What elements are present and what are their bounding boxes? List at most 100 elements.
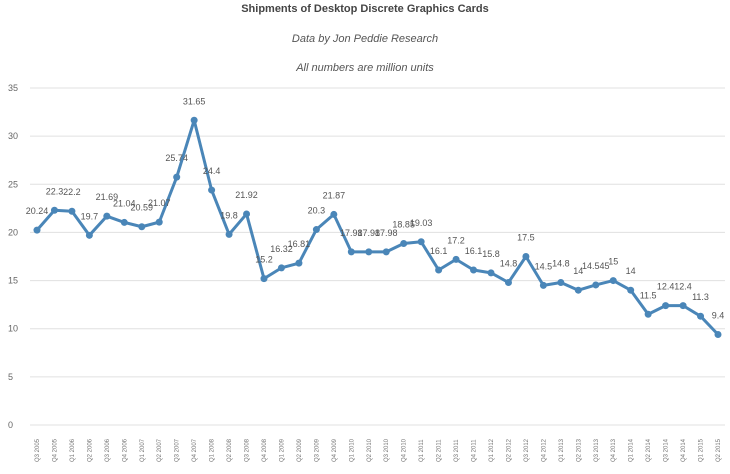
data-point bbox=[400, 240, 408, 248]
x-tick-label: Q3 2011 bbox=[454, 439, 460, 462]
data-point bbox=[103, 212, 111, 220]
data-label: 11.5 bbox=[640, 290, 657, 300]
x-tick-label: Q2 2010 bbox=[367, 438, 373, 462]
data-point bbox=[504, 278, 512, 286]
y-tick-label: 5 bbox=[8, 372, 13, 382]
data-point bbox=[85, 231, 93, 239]
data-label: 19.7 bbox=[81, 211, 99, 221]
data-point bbox=[574, 286, 582, 294]
data-point bbox=[662, 302, 670, 310]
x-tick-label: Q3 2008 bbox=[245, 438, 251, 462]
y-tick-label: 25 bbox=[8, 179, 18, 189]
x-tick-label: Q2 2007 bbox=[157, 438, 163, 462]
x-tick-label: Q3 2013 bbox=[594, 438, 600, 462]
data-point bbox=[243, 210, 251, 218]
data-point bbox=[539, 281, 547, 289]
data-label: 15.2 bbox=[255, 255, 273, 265]
x-tick-label: Q2 2014 bbox=[646, 438, 652, 462]
data-label: 19.03 bbox=[410, 218, 433, 228]
data-point bbox=[120, 218, 128, 226]
data-label: 11.3 bbox=[692, 292, 709, 302]
data-label: 21.04 bbox=[113, 198, 136, 208]
data-point bbox=[487, 269, 495, 277]
y-tick-label: 15 bbox=[8, 276, 18, 286]
data-point bbox=[697, 312, 705, 320]
x-tick-label: Q2 2008 bbox=[227, 438, 233, 462]
x-tick-label: Q3 2005 bbox=[35, 438, 41, 462]
data-label: 16.81 bbox=[288, 239, 311, 249]
data-label: 9.4 bbox=[712, 310, 725, 320]
x-tick-label: Q2 2012 bbox=[506, 438, 512, 462]
x-tick-label: Q4 2012 bbox=[541, 438, 547, 462]
y-tick-label: 0 bbox=[8, 420, 13, 430]
data-label: 25.74 bbox=[165, 153, 188, 163]
data-point bbox=[347, 248, 355, 256]
data-point bbox=[208, 186, 216, 194]
y-tick-label: 30 bbox=[8, 131, 18, 141]
data-point bbox=[679, 302, 687, 310]
data-label: 20.3 bbox=[308, 206, 326, 216]
x-tick-label: Q4 2009 bbox=[332, 438, 338, 462]
x-tick-label: Q1 2015 bbox=[699, 438, 705, 462]
data-point bbox=[382, 248, 390, 256]
x-tick-label: Q1 2014 bbox=[629, 438, 635, 462]
x-tick-label: Q1 2009 bbox=[279, 438, 285, 462]
x-tick-label: Q1 2013 bbox=[559, 438, 565, 462]
x-tick-label: Q2 2013 bbox=[576, 438, 582, 462]
data-point bbox=[452, 255, 460, 263]
chart-subtitle: Data by Jon Peddie Research bbox=[291, 33, 439, 45]
data-label: 20.59 bbox=[131, 203, 154, 213]
x-tick-label: Q1 2007 bbox=[140, 438, 146, 462]
data-point bbox=[155, 218, 163, 226]
data-label: 24.4 bbox=[203, 166, 221, 176]
x-tick-label: Q3 2007 bbox=[175, 438, 181, 462]
data-label: 17.98 bbox=[375, 228, 398, 238]
data-point bbox=[592, 281, 600, 289]
data-label: 17.98 bbox=[358, 228, 381, 238]
data-label: 14.8 bbox=[552, 258, 570, 268]
chart-title: Shipments of Desktop Discrete Graphics C… bbox=[241, 3, 489, 15]
data-label: 31.65 bbox=[183, 96, 206, 106]
x-tick-label: Q1 2006 bbox=[70, 438, 76, 462]
data-point bbox=[557, 278, 565, 286]
data-label: 16.1 bbox=[465, 246, 483, 256]
data-point bbox=[365, 248, 373, 256]
data-label: 14.5 bbox=[535, 261, 553, 271]
data-label: 17.5 bbox=[517, 233, 535, 243]
y-tick-label: 10 bbox=[8, 324, 18, 334]
data-point bbox=[470, 266, 478, 274]
x-tick-label: Q2 2009 bbox=[297, 438, 303, 462]
data-point bbox=[627, 286, 635, 294]
data-label: 18.85 bbox=[392, 220, 415, 230]
data-point bbox=[644, 310, 652, 318]
x-tick-label: Q3 2006 bbox=[105, 438, 111, 462]
x-tick-label: Q4 2010 bbox=[402, 438, 408, 462]
data-point bbox=[417, 238, 425, 246]
x-tick-label: Q4 2006 bbox=[122, 438, 128, 462]
data-point bbox=[138, 223, 146, 231]
data-label: 21.07 bbox=[148, 198, 171, 208]
x-tick-label: Q2 2006 bbox=[87, 438, 93, 462]
data-point bbox=[50, 206, 58, 214]
data-label: 21.92 bbox=[235, 190, 258, 200]
data-point bbox=[330, 210, 338, 218]
data-label: 20.24 bbox=[26, 206, 49, 216]
x-tick-label: Q3 2012 bbox=[524, 438, 530, 462]
data-label: 12.4 bbox=[657, 282, 675, 292]
data-label: 14 bbox=[573, 266, 583, 276]
x-tick-label: Q3 2009 bbox=[314, 438, 320, 462]
data-label: 14 bbox=[626, 266, 636, 276]
data-label: 16.1 bbox=[430, 246, 448, 256]
data-point bbox=[225, 230, 233, 238]
x-tick-label: Q4 2005 bbox=[52, 438, 58, 462]
chart-note: All numbers are million units bbox=[296, 62, 434, 74]
data-label: 21.69 bbox=[96, 192, 119, 202]
data-label: 17.98 bbox=[340, 228, 363, 238]
x-tick-label: Q1 2008 bbox=[210, 438, 216, 462]
data-point bbox=[190, 116, 198, 124]
data-point bbox=[714, 330, 722, 338]
data-label: 22.2 bbox=[63, 187, 81, 197]
data-label: 12.4 bbox=[674, 282, 692, 292]
y-tick-label: 20 bbox=[8, 227, 18, 237]
